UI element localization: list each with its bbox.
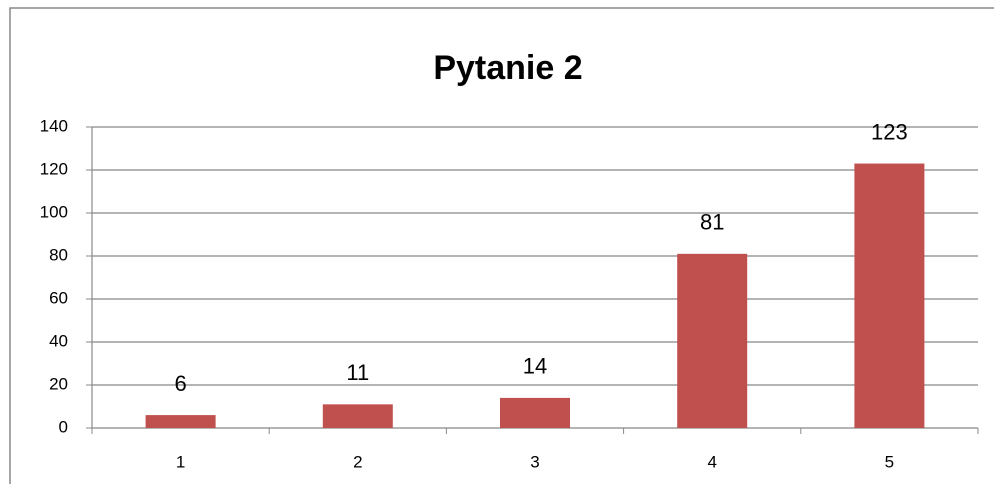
y-tick-label: 60	[49, 288, 68, 307]
y-tick-label: 140	[40, 116, 68, 135]
value-label: 81	[700, 210, 724, 235]
value-label: 123	[871, 119, 908, 144]
value-label: 6	[174, 371, 186, 396]
y-tick-label: 0	[59, 417, 68, 436]
y-tick-label: 40	[49, 331, 68, 350]
chart-title: Pytanie 2	[433, 49, 582, 87]
x-tick-label: 3	[530, 452, 539, 471]
x-tick-label: 5	[885, 452, 894, 471]
bar	[322, 404, 393, 428]
y-tick-label: 80	[49, 245, 68, 264]
value-label: 11	[346, 360, 369, 385]
y-tick-label: 100	[40, 202, 68, 221]
y-tick-label: 120	[40, 159, 68, 178]
y-tick-label: 20	[49, 374, 68, 393]
bar	[854, 163, 925, 429]
bar	[145, 415, 216, 428]
x-tick-label: 2	[353, 452, 362, 471]
x-tick-label: 4	[707, 452, 716, 471]
bar	[677, 253, 748, 428]
value-label: 14	[523, 354, 547, 379]
bar	[500, 397, 570, 428]
x-tick-label: 1	[176, 452, 185, 471]
